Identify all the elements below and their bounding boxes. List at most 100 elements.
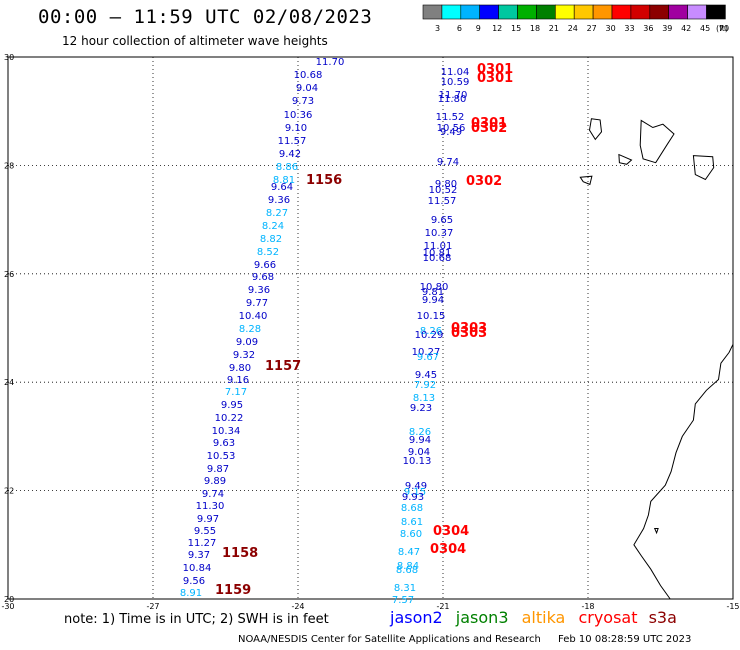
wave-height-label: 10.27 (412, 347, 441, 358)
time-label: 0304 (433, 524, 469, 539)
wave-height-label: 9.37 (188, 550, 210, 561)
wave-height-label: 11.70 (439, 90, 468, 101)
time-label: 0301 (471, 116, 507, 131)
wave-height-label: 8.13 (413, 393, 435, 404)
wave-height-label: 8.86 (276, 162, 298, 173)
legend-altika: altika (521, 608, 566, 627)
wave-height-label: 9.80 (229, 363, 251, 374)
wave-height-label: 7.57 (392, 595, 414, 606)
colorbar-label: 3 (435, 24, 440, 33)
wave-height-label: 9.55 (194, 526, 216, 537)
colorbar-label: 18 (530, 24, 540, 33)
wave-height-label: 8.60 (400, 529, 422, 540)
wave-height-label: 9.95 (221, 400, 243, 411)
wave-height-label: 8.68 (401, 503, 423, 514)
colorbar-unit: (ft) (716, 24, 728, 33)
colorbar-label: 12 (492, 24, 502, 33)
colorbar: 3 6 9 12 15 18 21 24 27 30 33 36 39 42 45 70(ft) (422, 4, 729, 33)
colorbar-label: 36 (643, 24, 653, 33)
wave-height-label: 10.29 (415, 330, 444, 341)
wave-height-label: 10.84 (183, 563, 212, 574)
colorbar-label: 15 (511, 24, 521, 33)
wave-height-label: 11.30 (196, 501, 225, 512)
wave-height-label: 10.68 (423, 253, 452, 264)
wave-height-label: 9.36 (268, 195, 290, 206)
colorbar-label: 42 (681, 24, 691, 33)
wave-height-label: 8.52 (257, 247, 279, 258)
wave-height-label: 9.23 (410, 403, 432, 414)
y-tick-label: 28 (4, 161, 14, 170)
wave-height-label: 10.34 (212, 426, 241, 437)
wave-height-label: 8.84 (397, 561, 419, 572)
wave-height-label: 9.67 (417, 352, 439, 363)
wave-height-label: 10.53 (207, 451, 236, 462)
wave-height-label: 10.52 (429, 185, 458, 196)
wave-height-label: 8.91 (180, 588, 202, 599)
colorbar-swatch (706, 4, 726, 20)
wave-height-label: 9.45 (415, 370, 437, 381)
map-subtitle: 12 hour collection of altimeter wave hei… (62, 34, 328, 48)
wave-height-label: 7.92 (414, 380, 436, 391)
colorbar-label: 27 (587, 24, 597, 33)
wave-height-label: 8.27 (266, 208, 288, 219)
wave-height-label: 9.87 (207, 464, 229, 475)
wave-height-label: 10.15 (417, 311, 446, 322)
legend-jason3: jason3 (455, 608, 509, 627)
y-tick-label: 20 (4, 595, 14, 604)
wave-height-label: 9.04 (408, 447, 430, 458)
wave-height-label: 9.80 (435, 179, 457, 190)
colorbar-label: 24 (568, 24, 578, 33)
time-label: 1158 (222, 546, 258, 561)
wave-height-labels: 11.70 10.68 9.04 9.73 10.36 9.10 11.57 9.42 8.86… (180, 57, 469, 606)
wave-height-label: 9.42 (279, 149, 301, 160)
legend-jason2: jason2 (390, 608, 443, 627)
island-outline (618, 153, 633, 165)
time-label: 1157 (265, 359, 301, 374)
footer-note: note: 1) Time is in UTC; 2) SWH is in fe… (64, 612, 329, 627)
wave-height-label: 11.57 (428, 196, 457, 207)
colorbar-label: 45 (700, 24, 710, 33)
wave-height-label: 8.47 (398, 547, 420, 558)
colorbar-swatch (460, 4, 480, 20)
colorbar-swatch (611, 4, 632, 20)
wave-height-label: 11.01 (424, 241, 453, 252)
wave-height-label: 11.57 (278, 136, 307, 147)
x-tick-label: -21 (436, 602, 449, 611)
wave-height-label: 9.09 (236, 337, 258, 348)
time-label: 1156 (306, 173, 342, 188)
wave-height-label: 10.56 (437, 123, 466, 134)
colorbar-swatch (422, 4, 443, 20)
wave-height-label: 9.89 (204, 476, 226, 487)
colorbar-swatch (536, 4, 556, 20)
wave-height-label: 9.74 (202, 489, 224, 500)
colorbar-label: 30 (606, 24, 616, 33)
time-label: 0302 (466, 174, 502, 189)
colorbar-swatch (517, 4, 537, 20)
wave-height-label: 9.49 (440, 127, 462, 138)
wave-height-label: 11.27 (188, 538, 217, 549)
generation-timestamp: Feb 10 08:28:59 UTC 2023 (558, 634, 692, 645)
time-label: 0303 (451, 321, 487, 336)
coastal-islet (653, 528, 659, 535)
wave-height-label: 9.68 (252, 272, 274, 283)
wave-height-label: 10.13 (403, 456, 432, 467)
wave-height-label: 9.66 (254, 260, 276, 271)
time-label: 0303 (451, 326, 487, 341)
credit-line: NOAA/NESDIS Center for Satellite Applica… (238, 634, 691, 645)
island-outline (692, 155, 715, 181)
wave-height-label: 9.74 (437, 157, 459, 168)
wave-height-label: 9.64 (271, 182, 293, 193)
colorbar-swatch (649, 4, 669, 20)
mission-legend: jason2 jason3 altika cryosat s3a (390, 608, 677, 627)
island-outline (639, 119, 675, 164)
wave-height-label: 8.26 (420, 326, 442, 337)
wave-height-label: 10.37 (425, 228, 454, 239)
wave-height-label: 10.68 (294, 70, 323, 81)
wave-height-label: 10.36 (284, 110, 313, 121)
wave-height-label: 9.36 (248, 285, 270, 296)
wave-height-label: 11.04 (441, 67, 470, 78)
wave-height-label: 9.10 (285, 123, 307, 134)
wave-height-label: 9.81 (422, 287, 444, 298)
time-label: 0302 (471, 121, 507, 136)
wave-height-label: 8.68 (396, 565, 418, 576)
